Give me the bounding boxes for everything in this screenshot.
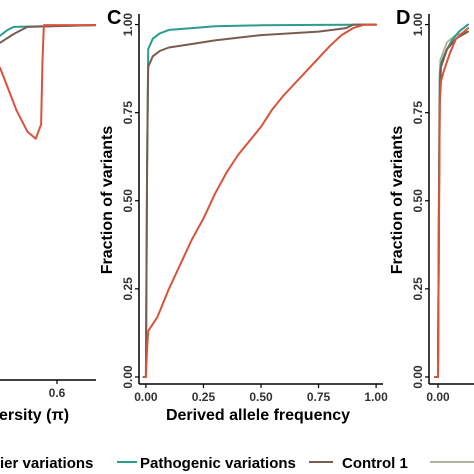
panel-d: D 0.00 0.25 0.50 0.75 1.00 0.00 Fraction of …	[389, 7, 474, 404]
panel-c-letter: C	[107, 7, 121, 29]
y-tick-label: 0.00	[121, 365, 135, 389]
y-tick-label: 0.75	[411, 101, 425, 125]
y-tick-label: 0.25	[121, 277, 135, 301]
panel-b: 0.6 ersity (π)	[0, 24, 96, 424]
panel-c-series-red	[142, 23, 378, 378]
legend-label-1: ier variations	[0, 455, 93, 472]
panel-c-series-brown	[142, 23, 378, 378]
x-tick-label: 1.00	[364, 390, 388, 404]
panel-d-y-ticks: 0.00 0.25 0.50 0.75 1.00	[411, 13, 429, 389]
x-tick-label: 0.75	[307, 390, 331, 404]
y-tick-label: 0.00	[411, 365, 425, 389]
panel-c-y-axis-title: Fraction of variants	[99, 126, 116, 275]
panel-d-y-axis-title: Fraction of variants	[389, 126, 406, 275]
y-tick-label: 1.00	[411, 13, 425, 37]
x-tick-label: 0.00	[426, 390, 450, 404]
legend: ier variations Pathogenic variations Con…	[0, 455, 474, 472]
panel-b-x-axis-title: ersity (π)	[0, 407, 69, 424]
panel-c-y-ticks: 0.00 0.25 0.50 0.75 1.00	[121, 13, 139, 389]
x-tick-label: 0.25	[192, 390, 216, 404]
panel-b-curves	[0, 24, 96, 140]
x-tick-label: 0.00	[134, 390, 158, 404]
panel-c-x-ticks: 0.00 0.25 0.50 0.75 1.00	[134, 384, 388, 404]
panel-d-x-ticks: 0.00	[426, 384, 450, 404]
panel-c-x-axis-title: Derived allele frequency	[166, 407, 350, 424]
panel-c: C 0.00 0.25 0.50 0.75 1.00 0.00 0.25 0.50 0.75 1…	[99, 7, 388, 424]
panel-d-series-red	[434, 27, 469, 378]
y-tick-label: 0.25	[411, 277, 425, 301]
y-tick-label: 0.50	[121, 189, 135, 213]
y-tick-label: 0.75	[121, 101, 135, 125]
panel-d-letter: D	[396, 7, 410, 29]
legend-label-2: Pathogenic variations	[140, 455, 296, 472]
legend-label-3: Control 1	[342, 455, 408, 472]
y-tick-label: 1.00	[121, 13, 135, 37]
panel-c-series-teal	[142, 23, 378, 378]
y-tick-label: 0.50	[411, 189, 425, 213]
panel-c-curves	[142, 23, 378, 378]
panel-b-x-tick-label: 0.6	[49, 386, 66, 400]
panel-d-curves	[434, 23, 469, 378]
x-tick-label: 0.50	[249, 390, 273, 404]
panel-b-series-red	[0, 24, 96, 140]
